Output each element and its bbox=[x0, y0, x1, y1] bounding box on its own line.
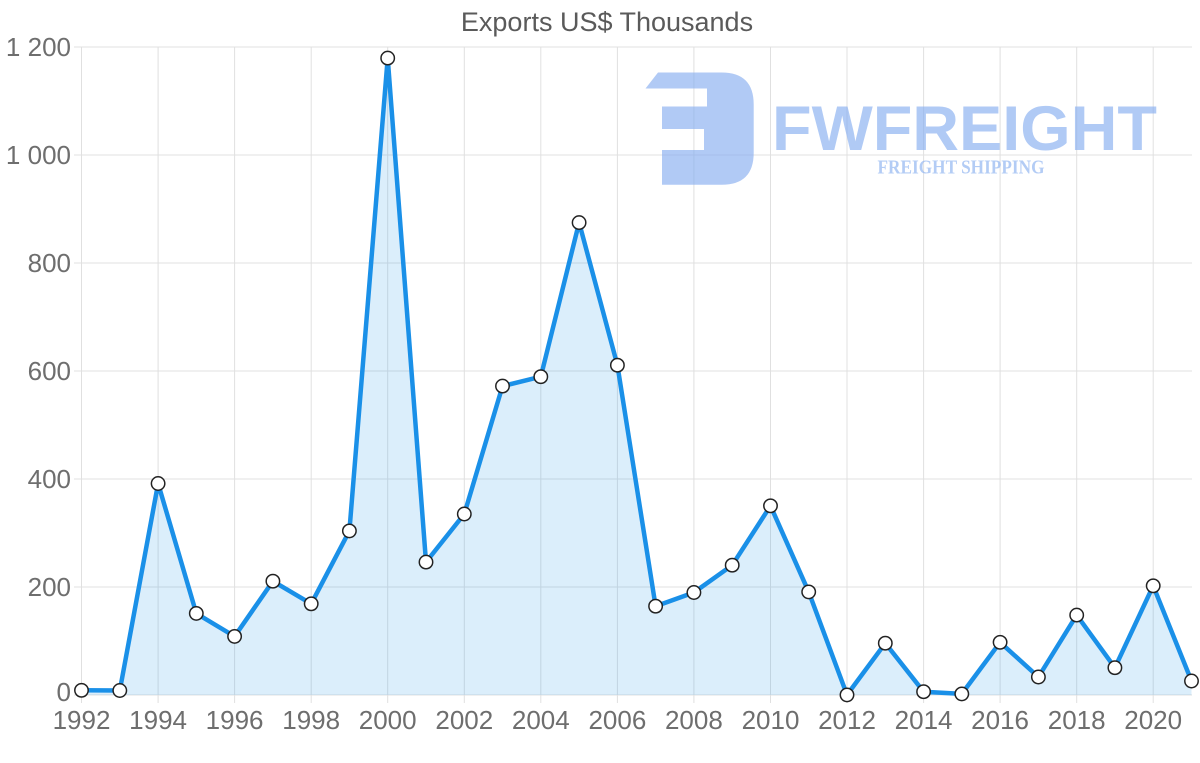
svg-text:2008: 2008 bbox=[665, 705, 723, 735]
svg-text:2016: 2016 bbox=[971, 705, 1029, 735]
svg-text:400: 400 bbox=[28, 464, 71, 494]
svg-text:1994: 1994 bbox=[129, 705, 187, 735]
svg-text:FREIGHT SHIPPING: FREIGHT SHIPPING bbox=[878, 157, 1045, 179]
svg-text:2006: 2006 bbox=[588, 705, 646, 735]
svg-text:1 000: 1 000 bbox=[6, 140, 71, 170]
svg-text:600: 600 bbox=[28, 356, 71, 386]
svg-text:800: 800 bbox=[28, 248, 71, 278]
svg-text:2014: 2014 bbox=[895, 705, 953, 735]
svg-text:1 200: 1 200 bbox=[6, 32, 71, 62]
svg-text:1998: 1998 bbox=[282, 705, 340, 735]
svg-text:2000: 2000 bbox=[359, 705, 417, 735]
svg-text:2004: 2004 bbox=[512, 705, 570, 735]
svg-text:2020: 2020 bbox=[1124, 705, 1182, 735]
svg-text:2018: 2018 bbox=[1048, 705, 1106, 735]
svg-text:0: 0 bbox=[57, 677, 71, 707]
svg-text:2002: 2002 bbox=[435, 705, 493, 735]
svg-text:1996: 1996 bbox=[206, 705, 264, 735]
svg-text:2012: 2012 bbox=[818, 705, 876, 735]
svg-text:Exports US$ Thousands: Exports US$ Thousands bbox=[461, 7, 753, 37]
svg-text:FWFREIGHT: FWFREIGHT bbox=[772, 94, 1157, 164]
svg-text:2010: 2010 bbox=[742, 705, 800, 735]
svg-text:200: 200 bbox=[28, 572, 71, 602]
svg-text:1992: 1992 bbox=[53, 705, 111, 735]
